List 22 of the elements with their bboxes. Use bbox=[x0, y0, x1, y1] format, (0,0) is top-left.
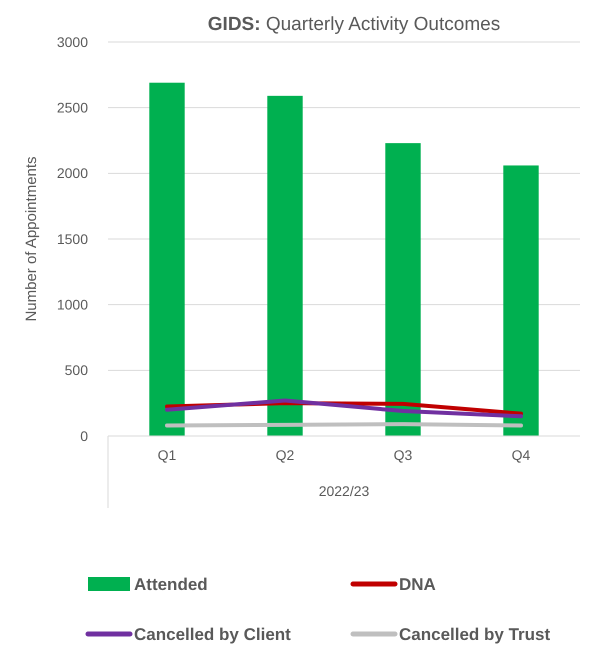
y-tick-label: 1000 bbox=[56, 296, 88, 313]
x-tick-label: Q2 bbox=[276, 447, 295, 463]
x-tick-label: Q4 bbox=[512, 447, 531, 463]
x-tick-label: Q3 bbox=[394, 447, 413, 463]
bar bbox=[267, 96, 303, 436]
chart-title: GIDS: Quarterly Activity Outcomes bbox=[208, 14, 500, 35]
y-tick-label: 3000 bbox=[56, 34, 88, 50]
y-tick-label: 2000 bbox=[56, 165, 88, 182]
y-tick-label: 2500 bbox=[56, 100, 88, 116]
bar bbox=[385, 143, 421, 436]
y-axis-title: Number of Appointments bbox=[23, 156, 40, 322]
y-tick-label: 500 bbox=[64, 362, 88, 378]
x-axis-title: 2022/23 bbox=[318, 483, 370, 499]
legend-label: Attended bbox=[134, 574, 208, 594]
legend-label: DNA bbox=[399, 574, 436, 594]
bar bbox=[503, 165, 539, 436]
legend-label: Cancelled by Client bbox=[134, 624, 292, 644]
legend-label: Cancelled by Trust bbox=[399, 624, 550, 644]
y-tick-label: 1500 bbox=[56, 230, 88, 247]
x-tick-label: Q1 bbox=[158, 447, 177, 463]
bar bbox=[149, 82, 185, 436]
y-tick-label: 0 bbox=[80, 428, 88, 444]
